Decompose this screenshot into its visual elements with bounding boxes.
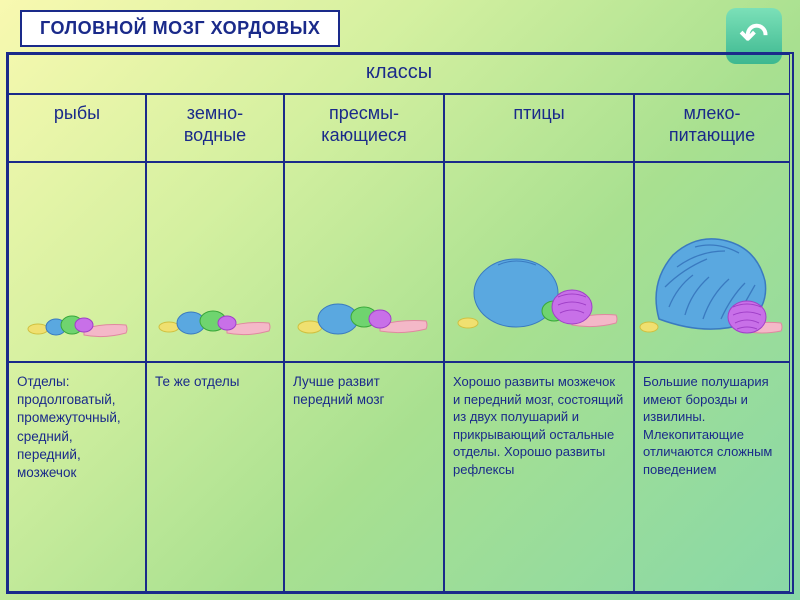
col-bird: птицы [444, 94, 634, 162]
col-amphibian: земно-водные [146, 94, 284, 162]
brain-bird [444, 162, 634, 362]
col-reptile: пресмы-кающиеся [284, 94, 444, 162]
reptile-brain-icon [294, 289, 434, 347]
amphibian-brain-icon [155, 297, 275, 347]
mammal-brain-icon [637, 227, 787, 347]
page-title: ГОЛОВНОЙ МОЗГ ХОРДОВЫХ [20, 10, 340, 47]
brain-mammal [634, 162, 790, 362]
desc-mammal: Большие полушария имеют борозды и извили… [634, 362, 790, 592]
bird-brain-icon [454, 247, 624, 347]
comparison-table: классы рыбы земно-водные пресмы-кающиеся… [6, 52, 794, 594]
brain-fish [8, 162, 146, 362]
fish-brain-icon [22, 301, 132, 347]
desc-bird: Хорошо развиты мозжечок и передний мозг,… [444, 362, 634, 592]
col-fish: рыбы [8, 94, 146, 162]
desc-amphibian: Те же отделы [146, 362, 284, 592]
brain-amphibian [146, 162, 284, 362]
undo-icon: ↶ [740, 16, 769, 56]
col-mammal: млеко-питающие [634, 94, 790, 162]
brain-reptile [284, 162, 444, 362]
table-header: классы [8, 54, 790, 94]
desc-fish: Отделы: продолговатый, промежуточный, ср… [8, 362, 146, 592]
desc-reptile: Лучше развит передний мозг [284, 362, 444, 592]
